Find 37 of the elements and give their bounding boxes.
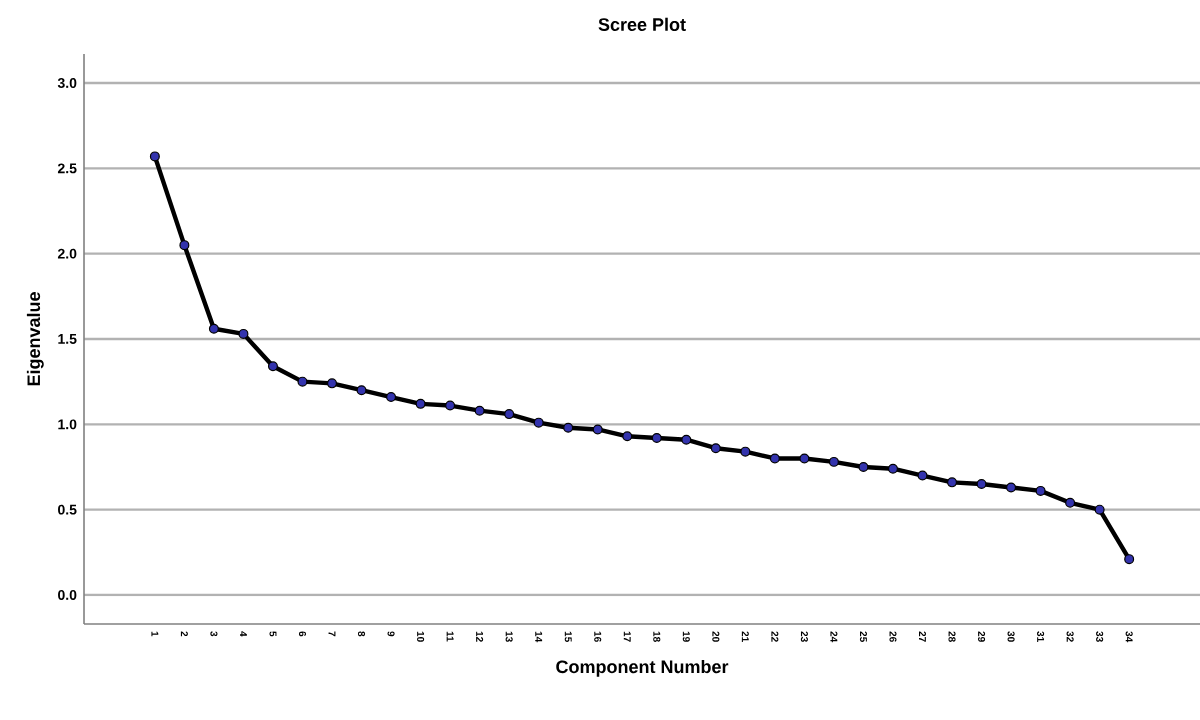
point — [622, 431, 633, 442]
point — [415, 398, 426, 409]
point — [179, 240, 190, 251]
point — [1124, 554, 1135, 565]
point — [386, 392, 397, 403]
point — [681, 434, 692, 445]
point — [356, 385, 367, 396]
point — [327, 378, 338, 389]
x-axis-title: Component Number — [556, 659, 729, 677]
point — [445, 400, 456, 411]
point — [149, 151, 160, 162]
point — [297, 376, 308, 387]
point — [474, 405, 485, 416]
point — [504, 409, 515, 420]
point — [740, 446, 751, 457]
point — [651, 432, 662, 443]
point — [533, 417, 544, 428]
point — [887, 463, 898, 474]
point — [710, 443, 721, 454]
point — [799, 453, 810, 464]
point — [828, 456, 839, 467]
point — [208, 323, 219, 334]
point — [947, 477, 958, 488]
point — [267, 361, 278, 372]
point — [1094, 504, 1105, 515]
point — [917, 470, 928, 481]
chart-title: Scree Plot — [598, 17, 686, 31]
point — [238, 328, 249, 339]
point — [592, 424, 603, 435]
point — [769, 453, 780, 464]
point — [976, 479, 987, 490]
point — [1035, 485, 1046, 496]
point — [1065, 497, 1076, 508]
point — [1006, 482, 1017, 493]
point — [858, 462, 869, 472]
point — [563, 422, 574, 433]
y-axis-title: Eigenvalue — [26, 292, 44, 386]
